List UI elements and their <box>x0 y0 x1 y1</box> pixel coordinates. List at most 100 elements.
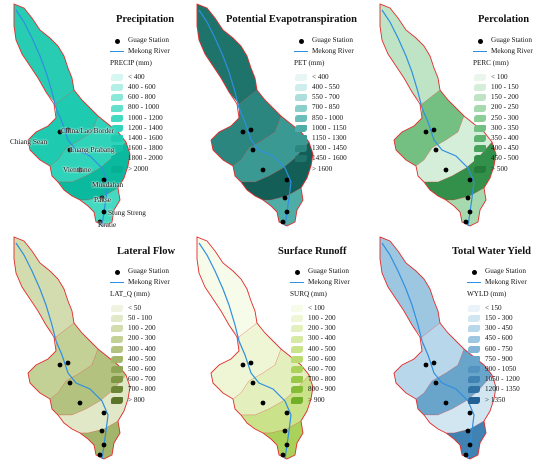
legend-class: < 400 <box>110 72 170 82</box>
legend-class-label: 300 - 400 <box>308 334 336 343</box>
color-swatch <box>295 73 307 81</box>
gauge-station-dot <box>240 129 246 135</box>
gauge-station-dot <box>99 428 105 434</box>
legend-class-label: 200 - 300 <box>128 334 156 343</box>
panel-title: Potential Evapotranspiration <box>226 14 357 25</box>
gauge-station-dot <box>463 219 469 225</box>
legend-class-label: 800 - 1000 <box>128 103 160 112</box>
legend-class: 400 - 500 <box>110 354 170 364</box>
legend-class: > 500 <box>473 164 533 174</box>
legend-label: Guage Station <box>128 36 169 45</box>
legend-class: 1400 - 1600 <box>110 134 170 144</box>
legend-class: 450 - 600 <box>467 334 527 344</box>
gauge-station-dot <box>433 147 439 153</box>
river-line-icon <box>473 50 487 52</box>
legend-class: 400 - 600 <box>110 83 170 93</box>
legend-symbol <box>110 304 124 312</box>
gauge-station-dot <box>248 360 254 366</box>
legend-symbol <box>110 278 124 286</box>
legend-symbol <box>290 315 304 323</box>
legend-symbol <box>294 145 308 153</box>
legend-symbol <box>294 104 308 112</box>
legend-unit: PERC (mm) <box>473 59 509 68</box>
legend-class-label: 1000 - 1150 <box>312 123 347 132</box>
color-swatch <box>474 114 486 122</box>
color-swatch <box>291 315 303 323</box>
legend-river: Mekong River <box>294 46 354 56</box>
legend-class-label: 750 - 900 <box>485 354 513 363</box>
legend-station: Guage Station <box>473 36 533 46</box>
legend-class-label: 1300 - 1450 <box>312 144 347 153</box>
legend-label: Mekong River <box>128 277 170 286</box>
panel-title: Percolation <box>478 14 530 25</box>
legend-class: 600 - 800 <box>110 93 170 103</box>
color-swatch <box>295 84 307 92</box>
legend-label: Guage Station <box>128 267 169 276</box>
gauge-station-dot <box>284 209 290 215</box>
gauge-station-dot <box>423 362 429 368</box>
color-swatch <box>295 135 307 143</box>
legend-symbol <box>110 376 124 384</box>
legend-symbol <box>290 386 304 394</box>
legend-class-label: 500 - 600 <box>128 364 156 373</box>
legend-class: < 400 <box>294 72 354 82</box>
gauge-station-dot <box>467 209 473 215</box>
color-swatch <box>295 114 307 122</box>
legend-class: < 100 <box>290 303 350 313</box>
basin-boundary <box>196 236 314 460</box>
legend-class-label: 400 - 500 <box>308 344 336 353</box>
station-dot-icon <box>298 38 304 44</box>
panel-surface-runoff: Surface Runoff Guage Station Mekong River… <box>183 233 366 466</box>
legend-class-label: 100 - 150 <box>491 83 519 92</box>
legend-class-label: 1050 - 1200 <box>485 375 520 384</box>
gauge-station-dot <box>467 442 473 448</box>
legend-symbol <box>110 37 124 45</box>
legend-symbol <box>294 155 308 163</box>
color-swatch <box>111 376 123 384</box>
mekong-river-line <box>15 9 109 227</box>
legend-symbol <box>294 114 308 122</box>
basin-map <box>379 236 497 460</box>
legend-class-label: 600 - 750 <box>485 344 513 353</box>
legend-class-label: < 400 <box>312 72 329 81</box>
legend-label: Mekong River <box>312 46 354 55</box>
legend-symbol <box>473 145 487 153</box>
legend-class: > 800 <box>110 395 170 405</box>
legend-class: 1000 - 1150 <box>294 123 354 133</box>
legend-symbol <box>294 124 308 132</box>
legend-class-label: > 500 <box>491 164 508 173</box>
station-dot-icon <box>477 38 483 44</box>
legend-class: 750 - 900 <box>467 354 527 364</box>
legend-class-label: 600 - 800 <box>128 93 156 102</box>
color-swatch <box>111 145 123 153</box>
legend-symbol <box>110 165 124 173</box>
color-swatch <box>474 94 486 102</box>
station-dot-icon <box>114 38 120 44</box>
legend-class: 1200 - 1350 <box>467 385 527 395</box>
legend-symbol <box>473 37 487 45</box>
legend-symbol <box>467 345 481 353</box>
gauge-station-dot <box>99 195 105 201</box>
legend-class: 850 - 1000 <box>294 113 354 123</box>
legend-label: Guage Station <box>308 267 349 276</box>
legend-class: > 1600 <box>294 164 354 174</box>
legend-class: 700 - 850 <box>294 103 354 113</box>
legend-class-label: 50 - 100 <box>128 314 152 323</box>
legend-symbol <box>294 84 308 92</box>
legend-unit: PET (mm) <box>294 59 325 68</box>
color-swatch <box>468 325 480 333</box>
legend-class: 250 - 300 <box>473 113 533 123</box>
legend-symbol <box>294 73 308 81</box>
legend-class-label: 1200 - 1350 <box>485 385 520 394</box>
basin-map <box>13 236 131 460</box>
legend-class-label: 400 - 600 <box>128 83 156 92</box>
legend-class-label: 1800 - 2000 <box>128 154 163 163</box>
station-label-chiang-sean: Chiang Sean <box>10 137 48 146</box>
gauge-station-dot <box>465 195 471 201</box>
gauge-station-dot <box>57 129 63 135</box>
legend-symbol <box>110 84 124 92</box>
panel-title: Lateral Flow <box>117 246 176 257</box>
gauge-station-dot <box>97 219 103 225</box>
color-swatch <box>474 135 486 143</box>
legend-class: 600 - 700 <box>290 365 350 375</box>
